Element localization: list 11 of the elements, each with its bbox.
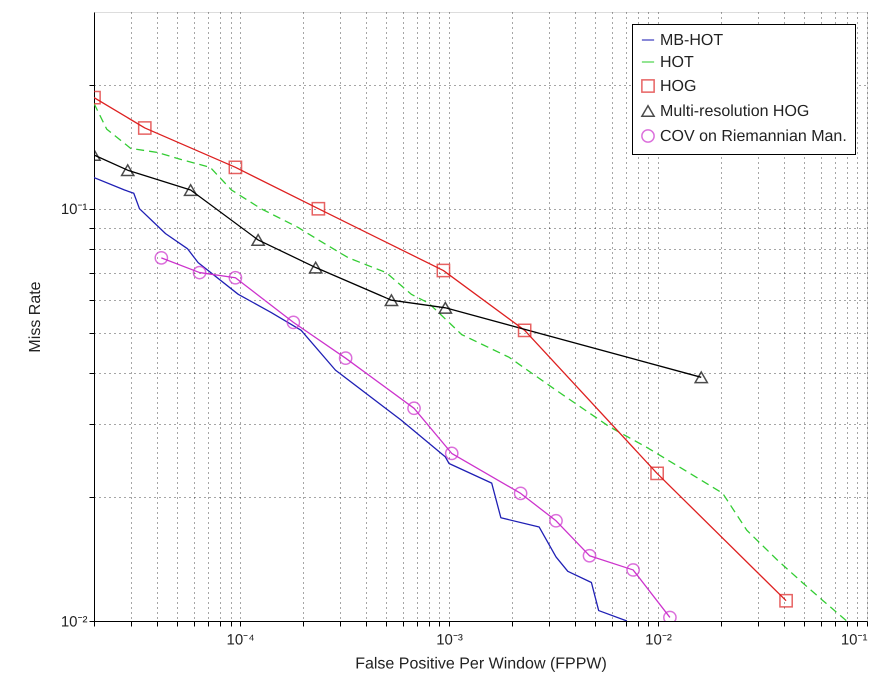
legend-label: HOG	[660, 78, 696, 95]
x-tick-label: 10⁻²	[645, 632, 672, 648]
x-tick-label: 10⁻⁴	[226, 632, 255, 648]
x-axis-title: False Positive Per Window (FPPW)	[355, 656, 607, 672]
legend-label: HOT	[660, 54, 694, 71]
legend-label: COV on Riemannian Man.	[660, 128, 847, 145]
x-tick-label: 10⁻¹	[840, 632, 868, 648]
y-axis-title: Miss Rate	[26, 281, 44, 353]
legend-label: Multi-resolution HOG	[660, 103, 810, 120]
legend-label: MB-HOT	[660, 32, 724, 49]
x-tick-label: 10⁻³	[436, 632, 463, 648]
